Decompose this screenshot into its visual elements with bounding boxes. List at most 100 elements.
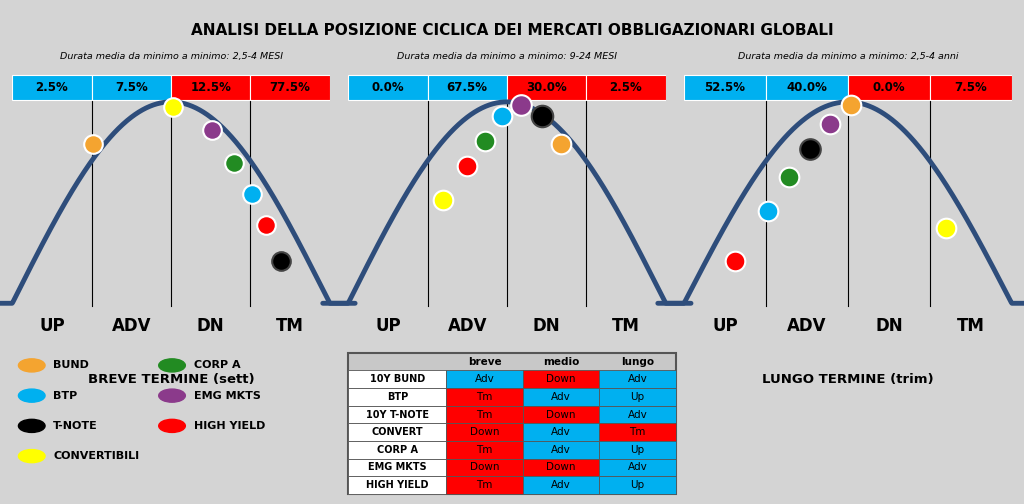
Text: 7.5%: 7.5% [115, 82, 147, 94]
Point [258, 221, 274, 229]
Point [534, 112, 550, 120]
Text: Adv: Adv [551, 427, 571, 437]
Bar [428, 75, 507, 100]
Bar [92, 75, 171, 100]
Text: HIGH YIELD: HIGH YIELD [194, 421, 265, 431]
Point [821, 120, 838, 129]
Text: T-NOTE: T-NOTE [53, 421, 98, 431]
Point [780, 173, 797, 181]
Text: CONVERT: CONVERT [372, 427, 423, 437]
Point [938, 224, 954, 232]
Text: Up: Up [631, 480, 645, 490]
Text: Tm: Tm [476, 480, 493, 490]
Text: Down: Down [547, 410, 575, 419]
Point [802, 145, 818, 153]
Text: 12.5%: 12.5% [190, 82, 231, 94]
Text: Adv: Adv [551, 392, 571, 402]
Text: HIGH YIELD: HIGH YIELD [366, 480, 429, 490]
Bar [507, 75, 586, 100]
Text: 67.5%: 67.5% [446, 82, 487, 94]
Point [494, 112, 510, 120]
Bar [848, 75, 930, 100]
Text: 2.5%: 2.5% [609, 82, 642, 94]
Text: Adv: Adv [628, 374, 647, 384]
Text: TM: TM [276, 317, 304, 335]
Text: TM: TM [612, 317, 640, 335]
Text: ADV: ADV [447, 317, 487, 335]
Point [244, 190, 260, 198]
Text: Down: Down [470, 427, 500, 437]
Text: BTP: BTP [387, 392, 408, 402]
Text: 40.0%: 40.0% [786, 82, 827, 94]
Text: Adv: Adv [628, 410, 647, 419]
Text: UP: UP [39, 317, 65, 335]
Text: MEDIO TERMINE (mese): MEDIO TERMINE (mese) [418, 373, 596, 386]
Bar [684, 75, 766, 100]
Text: Adv: Adv [551, 480, 571, 490]
Point [513, 101, 529, 109]
Point [727, 257, 743, 265]
Text: BTP: BTP [53, 391, 78, 401]
Text: 0.0%: 0.0% [872, 82, 905, 94]
Point [843, 101, 859, 109]
Text: 10Y BUND: 10Y BUND [370, 374, 425, 384]
Text: Adv: Adv [628, 463, 647, 472]
Point [272, 257, 289, 265]
Text: UP: UP [712, 317, 738, 335]
Text: TM: TM [956, 317, 985, 335]
Text: Down: Down [547, 463, 575, 472]
Text: CORP A: CORP A [194, 360, 241, 370]
Text: EMG MKTS: EMG MKTS [194, 391, 260, 401]
Text: Tm: Tm [476, 392, 493, 402]
Text: ADV: ADV [112, 317, 152, 335]
Bar [171, 75, 250, 100]
Text: 30.0%: 30.0% [526, 82, 567, 94]
Point [476, 137, 493, 145]
Text: Tm: Tm [630, 427, 646, 437]
Text: Tm: Tm [476, 410, 493, 419]
Bar [586, 75, 666, 100]
Text: BUND: BUND [53, 360, 89, 370]
Point [760, 207, 776, 215]
Text: medio: medio [543, 357, 580, 366]
Bar [250, 75, 330, 100]
Text: LUNGO TERMINE (trim): LUNGO TERMINE (trim) [762, 373, 934, 386]
Text: ADV: ADV [787, 317, 826, 335]
Text: Adv: Adv [475, 374, 495, 384]
Point [85, 140, 101, 148]
Text: Up: Up [631, 445, 645, 455]
Text: Tm: Tm [476, 445, 493, 455]
Text: Durata media da minimo a minimo: 2,5-4 MESI: Durata media da minimo a minimo: 2,5-4 M… [59, 52, 283, 61]
Text: breve: breve [468, 357, 502, 366]
Text: DN: DN [532, 317, 560, 335]
Text: 2.5%: 2.5% [36, 82, 69, 94]
Text: CONVERTIBILI: CONVERTIBILI [53, 451, 139, 461]
Text: 52.5%: 52.5% [705, 82, 745, 94]
Text: BREVE TERMINE (sett): BREVE TERMINE (sett) [88, 373, 254, 386]
Text: UP: UP [375, 317, 400, 335]
Text: DN: DN [197, 317, 224, 335]
Point [435, 196, 452, 204]
Text: lungo: lungo [621, 357, 654, 366]
Bar [766, 75, 848, 100]
Bar [12, 75, 92, 100]
Text: Down: Down [547, 374, 575, 384]
Text: EMG MKTS: EMG MKTS [368, 463, 427, 472]
Text: 10Y T-NOTE: 10Y T-NOTE [366, 410, 429, 419]
Text: Durata media da minimo a minimo: 2,5-4 anni: Durata media da minimo a minimo: 2,5-4 a… [737, 52, 958, 61]
Text: ANALISI DELLA POSIZIONE CICLICA DEI MERCATI OBBLIGAZIONARI GLOBALI: ANALISI DELLA POSIZIONE CICLICA DEI MERC… [190, 23, 834, 38]
Text: Down: Down [470, 463, 500, 472]
Text: Durata media da minimo a minimo: 9-24 MESI: Durata media da minimo a minimo: 9-24 ME… [397, 52, 616, 61]
Text: 7.5%: 7.5% [954, 82, 987, 94]
Text: CORP A: CORP A [377, 445, 418, 455]
Point [204, 126, 220, 134]
Text: 77.5%: 77.5% [269, 82, 310, 94]
Point [459, 162, 475, 170]
Text: Up: Up [631, 392, 645, 402]
Point [226, 159, 243, 167]
Bar [348, 75, 428, 100]
Text: Adv: Adv [551, 445, 571, 455]
Point [165, 103, 181, 111]
Point [553, 140, 569, 148]
Text: 0.0%: 0.0% [372, 82, 404, 94]
